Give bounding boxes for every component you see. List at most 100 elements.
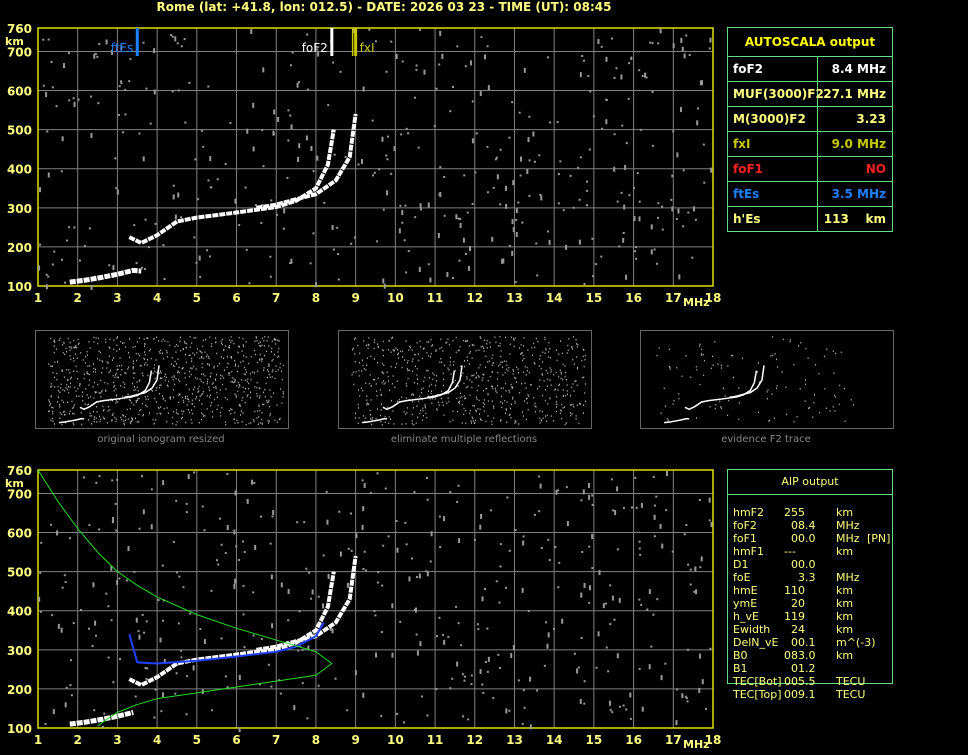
noise-dot xyxy=(455,605,458,608)
noise-dot xyxy=(61,370,63,372)
noise-dot xyxy=(402,356,404,358)
noise-dot xyxy=(280,388,282,390)
noise-dot xyxy=(653,248,656,251)
noise-dot xyxy=(107,605,110,608)
noise-dot xyxy=(47,38,50,41)
noise-dot xyxy=(653,535,656,538)
noise-dot xyxy=(236,384,238,387)
noise-dot xyxy=(153,367,155,369)
noise-dot xyxy=(54,341,56,343)
noise-dot xyxy=(526,397,528,400)
noise-dot xyxy=(214,398,216,401)
noise-dot xyxy=(121,364,123,367)
noise-dot xyxy=(244,401,246,404)
noise-dot xyxy=(566,352,568,354)
noise-dot xyxy=(223,348,225,351)
noise-dot xyxy=(381,394,383,396)
noise-dot xyxy=(401,396,403,399)
noise-dot xyxy=(332,248,335,251)
noise-dot xyxy=(486,670,489,673)
noise-dot xyxy=(349,512,352,515)
noise-dot xyxy=(497,365,499,367)
noise-dot xyxy=(456,397,458,400)
noise-dot xyxy=(411,413,413,416)
autoscala-value: 3.5 MHz xyxy=(831,187,886,201)
noise-dot xyxy=(464,340,466,343)
noise-dot xyxy=(563,406,565,408)
noise-dot xyxy=(550,415,552,417)
noise-dot xyxy=(556,396,558,398)
noise-dot xyxy=(577,366,579,369)
noise-dot xyxy=(492,354,494,356)
noise-dot xyxy=(190,418,192,421)
noise-dot xyxy=(317,684,320,687)
noise-dot xyxy=(279,362,281,365)
noise-dot xyxy=(463,174,466,177)
noise-dot xyxy=(73,406,75,408)
noise-dot xyxy=(50,395,52,397)
noise-dot xyxy=(174,692,177,695)
noise-dot xyxy=(738,402,740,404)
noise-dot xyxy=(459,346,461,348)
noise-dot xyxy=(720,407,722,410)
noise-dot xyxy=(804,400,806,402)
noise-dot xyxy=(209,375,211,378)
x-tick-label: 4 xyxy=(153,291,161,305)
noise-dot xyxy=(227,356,229,358)
noise-dot xyxy=(166,384,168,386)
noise-dot xyxy=(549,397,551,400)
noise-dot xyxy=(436,408,438,410)
noise-dot xyxy=(177,192,180,198)
noise-dot xyxy=(140,364,142,367)
noise-dot xyxy=(406,367,408,370)
noise-dot xyxy=(268,373,270,376)
noise-dot xyxy=(79,382,81,385)
noise-dot xyxy=(48,410,50,413)
noise-dot xyxy=(259,345,261,347)
aip-value: 083.0 xyxy=(784,649,816,662)
noise-dot xyxy=(253,418,255,421)
noise-dot xyxy=(271,350,273,353)
x-tick-label: 12 xyxy=(466,291,483,305)
noise-dot xyxy=(412,400,414,403)
noise-dot xyxy=(92,386,94,388)
noise-dot xyxy=(467,265,470,271)
noise-dot xyxy=(238,386,240,388)
noise-dot xyxy=(567,393,569,396)
noise-dot xyxy=(547,538,550,541)
noise-dot xyxy=(403,411,405,413)
noise-dot xyxy=(51,86,54,89)
noise-dot xyxy=(231,339,233,342)
noise-dot xyxy=(245,341,247,343)
noise-dot xyxy=(455,336,457,339)
noise-dot xyxy=(159,372,161,374)
noise-dot xyxy=(435,87,438,90)
noise-dot xyxy=(188,400,190,403)
noise-dot xyxy=(95,481,98,484)
noise-dot xyxy=(216,396,218,399)
noise-dot xyxy=(562,378,564,381)
noise-dot xyxy=(581,55,584,58)
noise-dot xyxy=(591,567,594,570)
noise-dot xyxy=(63,341,65,344)
noise-dot xyxy=(95,371,97,373)
noise-dot xyxy=(405,271,408,274)
noise-dot xyxy=(224,163,227,166)
thumbnail-caption: eliminate multiple reflections xyxy=(390,434,538,445)
noise-dot xyxy=(461,673,464,676)
noise-dot xyxy=(520,344,522,346)
noise-dot xyxy=(805,347,807,350)
noise-dot xyxy=(434,398,436,400)
noise-dot xyxy=(428,377,430,379)
y-tick-label: 700 xyxy=(7,487,32,501)
noise-dot xyxy=(709,406,711,408)
noise-dot xyxy=(86,371,88,373)
noise-dot xyxy=(254,544,257,550)
noise-dot xyxy=(414,96,417,99)
noise-dot xyxy=(219,411,221,414)
noise-dot xyxy=(167,385,169,388)
noise-dot xyxy=(245,369,247,371)
noise-dot xyxy=(240,361,242,364)
noise-dot xyxy=(419,208,422,211)
noise-dot xyxy=(105,389,107,391)
